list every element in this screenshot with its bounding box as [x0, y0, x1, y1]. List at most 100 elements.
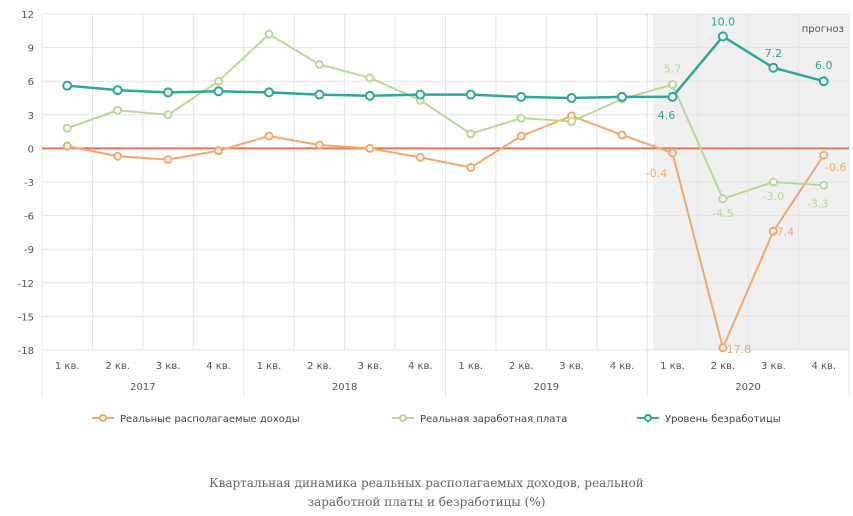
legend: Реальные располагаемые доходы Реальная за…	[92, 414, 781, 425]
x-tick-label: 1 кв.	[257, 361, 282, 372]
y-tick-label: -15	[18, 312, 34, 323]
data-point	[567, 117, 577, 127]
x-tick-label: 2 кв.	[105, 361, 130, 372]
data-point	[113, 105, 123, 115]
x-tick-label: 4 кв.	[206, 361, 231, 372]
x-tick-label: 1 кв.	[458, 361, 483, 372]
data-point	[718, 343, 728, 353]
x-tick-label: 1 кв.	[55, 361, 80, 372]
caption-line-1: Квартальная динамика реальных располагае…	[209, 476, 644, 490]
data-point	[819, 150, 829, 160]
data-point	[516, 113, 526, 123]
y-tick-label: -18	[18, 346, 34, 357]
data-point	[263, 87, 274, 98]
chart-caption: Квартальная динамика реальных располагае…	[0, 474, 853, 512]
data-label: -0.6	[825, 161, 846, 174]
data-point	[113, 151, 123, 161]
data-label: -4.5	[712, 207, 733, 220]
y-tick-label: -3	[24, 178, 34, 189]
data-point	[466, 129, 476, 139]
data-point	[365, 143, 375, 153]
data-label: -3.3	[807, 197, 828, 210]
series-2: 5.7 -4.5 -3.0 -3.3	[62, 29, 829, 220]
data-label: -7.4	[773, 225, 794, 238]
y-tick-label: 0	[28, 144, 34, 155]
data-label: -3.0	[763, 190, 784, 203]
data-point	[466, 162, 476, 172]
legend-label: Реальная заработная плата	[420, 414, 567, 425]
data-point	[667, 91, 678, 102]
data-point	[717, 31, 728, 42]
caption-line-2: заработной платы и безработицы (%)	[307, 495, 546, 509]
data-point	[667, 148, 677, 158]
x-tick-label: 4 кв.	[408, 361, 433, 372]
line-chart: прогноз 12 9 6 3 0 -3 -6 -9 -12 -15 -18 1 кв. 2 кв.…	[18, 10, 850, 425]
data-point	[516, 131, 526, 141]
data-point	[264, 131, 274, 141]
y-tick-label: 9	[28, 44, 34, 55]
series-line	[67, 34, 825, 100]
y-tick-label: 3	[28, 111, 34, 122]
data-point	[465, 89, 476, 100]
legend-item-3: Уровень безработицы	[637, 414, 781, 425]
y-tick-label: 6	[28, 77, 34, 88]
data-point	[718, 194, 728, 204]
data-point	[566, 93, 577, 103]
x-tick-label: 2 кв.	[307, 361, 332, 372]
x-year-label: 2020	[735, 382, 760, 393]
data-point	[163, 110, 173, 120]
series-line	[67, 114, 825, 351]
forecast-label: прогноз	[802, 24, 844, 35]
data-point	[415, 89, 426, 100]
x-year-label: 2019	[534, 382, 559, 393]
series-line	[66, 32, 824, 201]
legend-label: Реальные располагаемые доходы	[120, 414, 300, 425]
x-year-label: 2017	[130, 382, 155, 393]
data-label: 10.0	[711, 15, 736, 28]
y-tick-label: -6	[24, 212, 34, 223]
data-point	[617, 130, 627, 140]
series-3: 4.6 10.0 7.2 6.0	[62, 15, 833, 122]
data-point	[768, 177, 778, 187]
data-point	[62, 123, 72, 133]
x-tick-label: 2 кв.	[711, 361, 736, 372]
data-label: 7.2	[765, 47, 783, 60]
x-tick-label: 1 кв.	[660, 361, 685, 372]
legend-item-2: Реальная заработная плата	[392, 414, 567, 425]
x-tick-label: 3 кв.	[156, 361, 181, 372]
data-label: -0.4	[646, 167, 667, 180]
data-point	[365, 73, 375, 83]
y-axis: 12 9 6 3 0 -3 -6 -9 -12 -15 -18	[18, 10, 34, 357]
data-label: 4.6	[658, 109, 676, 122]
x-year-label: 2018	[332, 382, 357, 393]
series-group: -0.4 -17.8 -7.4 -0.6 5.7 -4.5 -3.0 -3.3 4.6 10.0 7…	[62, 15, 847, 356]
data-point	[818, 76, 829, 87]
x-tick-label: 4 кв.	[610, 361, 635, 372]
data-point	[214, 76, 224, 86]
legend-label: Уровень безработицы	[665, 414, 781, 425]
data-point	[768, 62, 779, 73]
y-tick-label: -9	[24, 245, 34, 256]
x-tick-label: 3 кв.	[761, 361, 786, 372]
data-point	[264, 29, 274, 39]
y-tick-label: 12	[21, 10, 34, 21]
data-point	[62, 80, 73, 91]
legend-swatch-dot	[99, 414, 107, 422]
legend-swatch-dot	[644, 414, 652, 422]
data-point	[213, 86, 224, 97]
data-point	[163, 87, 174, 98]
data-label: 5.7	[664, 63, 682, 76]
x-tick-label: 3 кв.	[358, 361, 383, 372]
legend-swatch-dot	[399, 414, 407, 422]
x-tick-label: 2 кв.	[509, 361, 534, 372]
data-label: 6.0	[815, 59, 833, 72]
data-point	[667, 80, 677, 90]
data-point	[819, 180, 829, 190]
y-tick-label: -12	[18, 279, 34, 290]
data-label: -17.8	[723, 343, 751, 356]
x-tick-label: 3 кв.	[559, 361, 584, 372]
data-point	[516, 91, 527, 102]
data-point	[617, 91, 628, 102]
data-point	[364, 90, 375, 101]
x-axis: 1 кв. 2 кв. 3 кв. 4 кв. 1 кв. 2 кв. 3 кв. 4 кв.…	[41, 350, 850, 396]
